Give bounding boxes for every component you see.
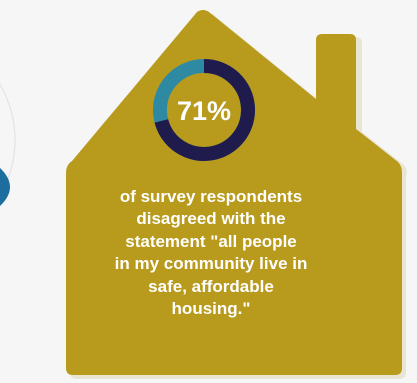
stat-caption: of survey respondents disagreed with the… (114, 187, 308, 319)
donut-chart-icon: 71% (153, 59, 255, 161)
decorative-circle-outline (0, 83, 16, 197)
donut-value-arc (154, 59, 255, 161)
stat-value: 71% (177, 96, 231, 126)
house-icon (66, 10, 402, 375)
side-accent-shape (0, 168, 10, 206)
